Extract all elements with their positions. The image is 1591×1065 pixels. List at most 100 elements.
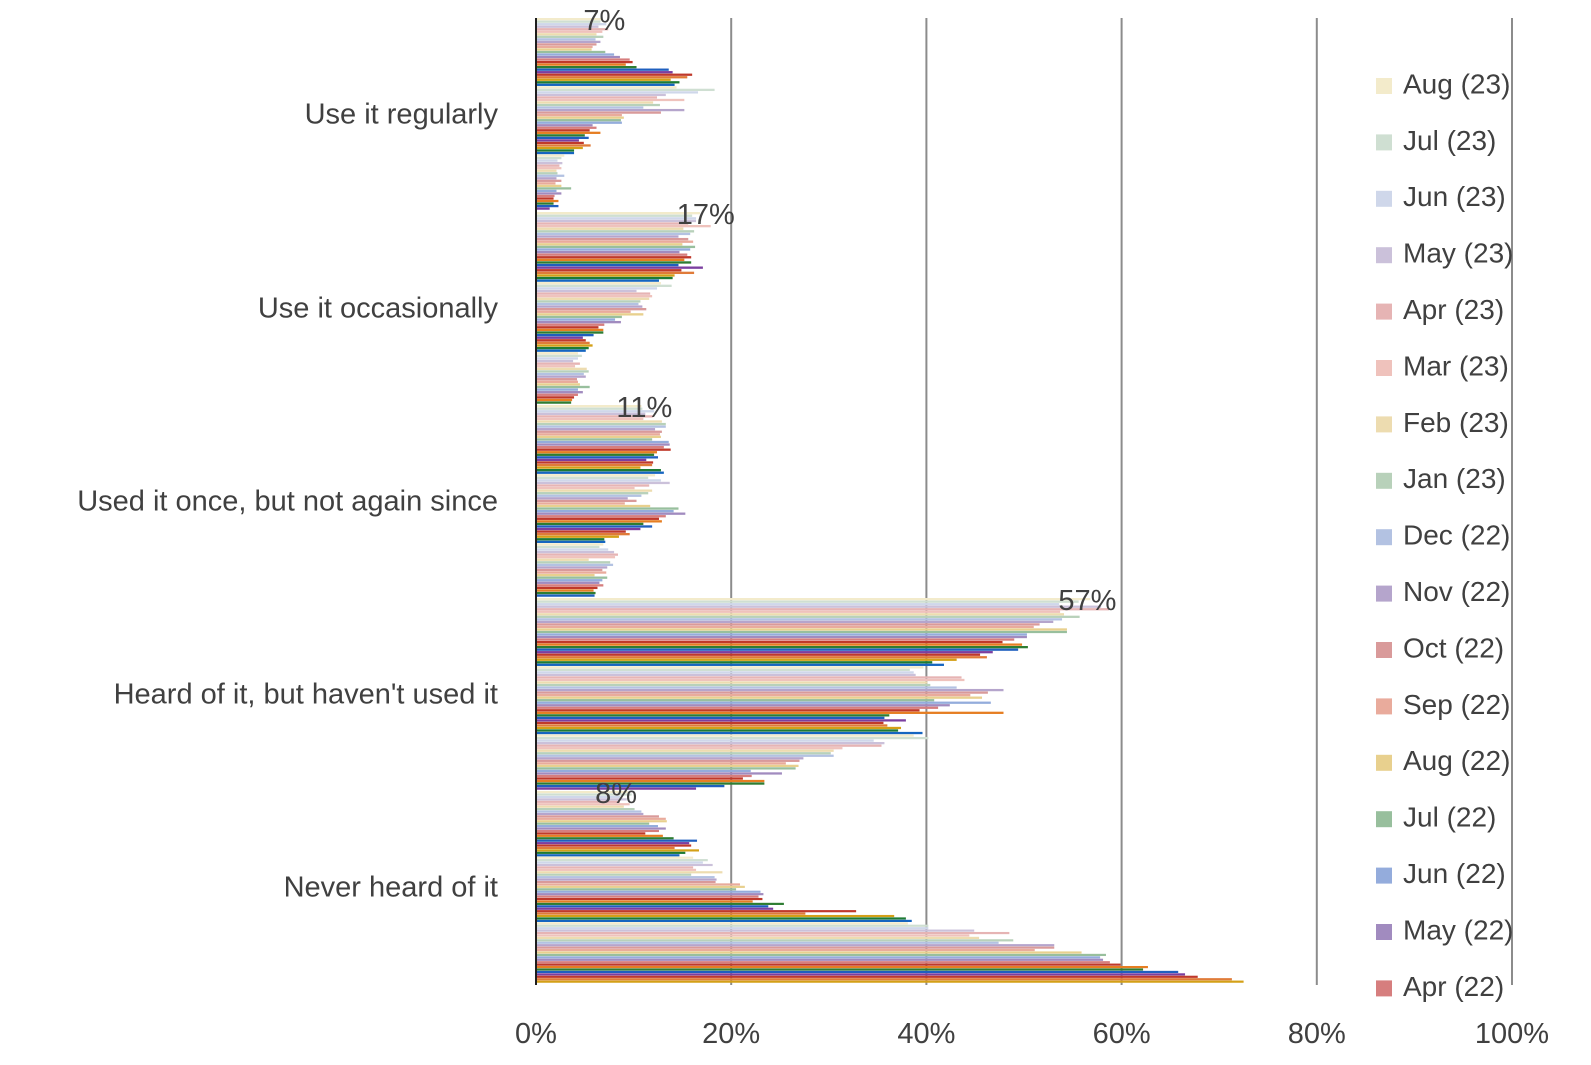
bar (536, 336, 583, 339)
bar (536, 527, 641, 531)
bar (536, 866, 694, 869)
bar (536, 359, 574, 363)
bar (536, 258, 685, 262)
bar (536, 948, 1035, 952)
bar (536, 237, 689, 241)
bar (536, 754, 834, 757)
bar (536, 136, 589, 140)
bar (536, 167, 562, 170)
bar (536, 525, 653, 528)
legend-label: May (23) (1403, 238, 1513, 269)
bar (536, 295, 653, 298)
bar (536, 144, 591, 147)
legend-swatch (1376, 924, 1392, 940)
bar (536, 873, 692, 876)
bar (536, 888, 737, 891)
bar (536, 114, 622, 117)
bar (536, 78, 671, 81)
legend-swatch (1376, 78, 1392, 94)
data-labels: 7% 17% 11% 57% 8% (583, 5, 1116, 810)
bar (536, 628, 1067, 631)
bar (536, 396, 575, 399)
bar (536, 126, 597, 129)
bar (536, 815, 659, 818)
legend-label: Jun (23) (1403, 181, 1506, 212)
bar (536, 333, 594, 337)
bar (536, 633, 1027, 636)
bar (536, 476, 649, 479)
bar (536, 630, 1067, 634)
bar (536, 573, 595, 577)
bar (536, 354, 582, 358)
bar (536, 443, 670, 446)
bar (536, 893, 764, 896)
bar (536, 326, 599, 329)
bar (536, 638, 1015, 641)
bar (536, 282, 661, 285)
legend-swatch (1376, 980, 1392, 997)
bar (536, 179, 562, 182)
legend-swatch (1376, 642, 1392, 658)
data-label: 17% (677, 199, 735, 231)
bar (536, 515, 666, 518)
legend-swatch (1376, 811, 1392, 828)
bar (536, 509, 674, 513)
bar (536, 973, 1186, 976)
bar (536, 651, 993, 654)
legend-label: Aug (23) (1403, 68, 1510, 99)
bar (536, 610, 1061, 613)
bar (536, 315, 622, 319)
bar (536, 204, 559, 208)
bar (536, 453, 655, 456)
legend-label: Jun (22) (1403, 858, 1506, 889)
bar (536, 33, 597, 36)
bar (536, 98, 685, 102)
bar (536, 401, 572, 404)
bar (536, 934, 970, 937)
bar (536, 489, 653, 492)
x-tick-label: 0% (515, 1018, 557, 1050)
bar (536, 428, 656, 431)
bar (536, 673, 916, 677)
bar (536, 777, 743, 780)
bar (536, 66, 637, 69)
bar (536, 189, 557, 193)
bar (536, 563, 614, 567)
bar (536, 566, 608, 569)
bar (536, 666, 924, 669)
bar (536, 261, 692, 264)
bar (536, 553, 618, 556)
category-label: Used it once, but not again since (77, 486, 498, 518)
bar (536, 292, 651, 295)
bar (536, 726, 902, 730)
bar (536, 121, 622, 124)
x-tick-label: 80% (1288, 1018, 1346, 1050)
bar (536, 688, 1004, 692)
bar (536, 842, 690, 845)
bar (536, 474, 656, 477)
x-tick-label: 40% (897, 1018, 955, 1050)
bar (536, 912, 806, 915)
bar (536, 900, 753, 903)
bar (536, 589, 594, 592)
bar (536, 235, 679, 238)
bar (536, 548, 609, 551)
bar (536, 701, 991, 704)
bar (536, 430, 662, 433)
bar (536, 274, 675, 277)
bar (536, 605, 1102, 608)
bar (536, 550, 615, 554)
bar (536, 980, 1244, 983)
bar (536, 250, 680, 254)
bar (536, 749, 834, 752)
bar (536, 440, 669, 444)
legend-swatch (1376, 867, 1392, 884)
bar (536, 156, 562, 160)
bar (536, 370, 589, 373)
bar (536, 362, 580, 365)
bar (536, 197, 554, 200)
bar (536, 615, 1080, 618)
bar (536, 744, 882, 747)
bar (536, 438, 653, 441)
bar (536, 83, 675, 86)
